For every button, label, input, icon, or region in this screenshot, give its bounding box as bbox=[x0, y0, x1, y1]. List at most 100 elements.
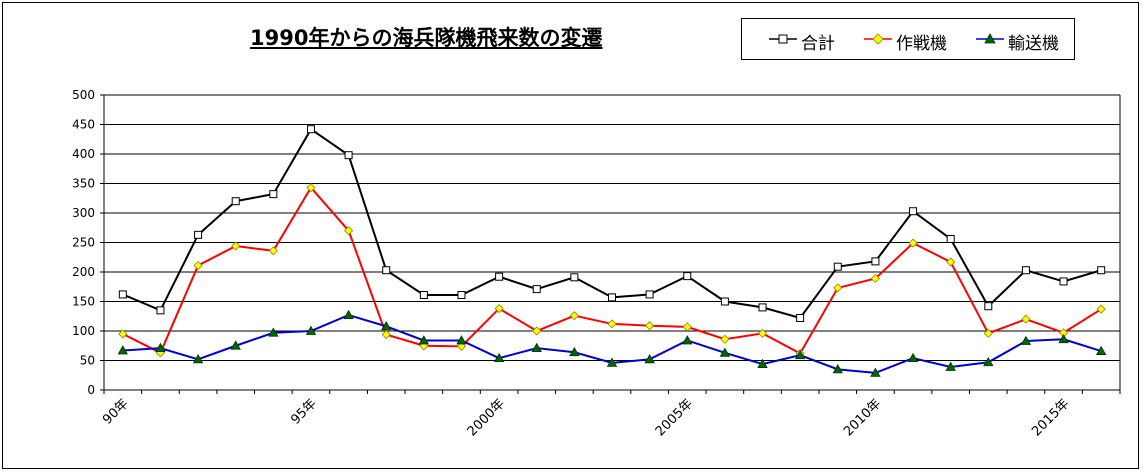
y-tick-label: 300 bbox=[72, 206, 95, 220]
data-point-total bbox=[382, 266, 391, 275]
data-point-total bbox=[909, 207, 918, 216]
data-point-total bbox=[306, 125, 315, 134]
y-tick-label: 200 bbox=[72, 265, 95, 279]
data-point-transport bbox=[606, 357, 618, 367]
data-point-total bbox=[683, 272, 692, 281]
data-point-transport bbox=[719, 347, 731, 357]
data-point-combat bbox=[682, 322, 692, 332]
data-point-total bbox=[758, 303, 767, 312]
data-point-transport bbox=[907, 352, 919, 363]
data-point-total bbox=[1097, 266, 1106, 275]
data-point-transport bbox=[531, 342, 542, 353]
y-tick-label: 350 bbox=[72, 177, 95, 191]
data-point-transport bbox=[268, 327, 279, 337]
data-point-transport bbox=[1020, 335, 1032, 345]
data-point-transport bbox=[794, 349, 806, 360]
data-point-combat bbox=[306, 183, 316, 193]
data-point-transport bbox=[456, 335, 467, 345]
data-point-transport bbox=[117, 345, 128, 355]
data-point-combat bbox=[494, 304, 504, 314]
y-tick-label: 150 bbox=[72, 295, 95, 309]
data-point-total bbox=[1021, 266, 1030, 275]
y-tick-label: 500 bbox=[72, 88, 95, 102]
data-point-total bbox=[720, 297, 729, 306]
x-tick-label: 2015年 bbox=[1029, 396, 1072, 439]
data-point-transport bbox=[569, 346, 580, 357]
data-point-total bbox=[608, 293, 616, 302]
data-point-combat bbox=[569, 311, 579, 321]
data-point-total bbox=[946, 234, 955, 243]
data-point-total bbox=[231, 197, 240, 206]
data-point-total bbox=[156, 306, 165, 315]
data-point-total bbox=[570, 273, 579, 282]
data-point-transport bbox=[945, 361, 956, 371]
data-point-total bbox=[796, 314, 805, 323]
y-tick-label: 400 bbox=[72, 147, 95, 161]
data-point-transport bbox=[644, 354, 655, 364]
data-point-transport bbox=[305, 325, 317, 335]
series-line-total bbox=[122, 127, 1102, 320]
data-point-transport bbox=[230, 340, 241, 350]
x-tick-label: 95年 bbox=[288, 396, 319, 427]
data-point-total bbox=[194, 230, 203, 239]
legend-label-combat: 作戦機 bbox=[896, 34, 947, 54]
legend-marker-total bbox=[769, 34, 797, 44]
data-point-transport bbox=[155, 342, 166, 353]
data-point-combat bbox=[268, 246, 278, 256]
x-tick-label: 90年 bbox=[100, 396, 131, 427]
data-point-total bbox=[984, 302, 993, 311]
data-point-total bbox=[833, 262, 842, 271]
x-tick-label: 2000年 bbox=[465, 396, 508, 439]
data-point-combat bbox=[118, 329, 128, 339]
data-point-total bbox=[532, 285, 541, 294]
data-point-combat bbox=[645, 321, 655, 331]
y-tick-label: 50 bbox=[80, 354, 95, 368]
data-point-total bbox=[495, 272, 504, 281]
data-point-combat bbox=[983, 328, 993, 338]
data-point-combat bbox=[381, 329, 391, 340]
data-point-combat bbox=[532, 326, 542, 336]
data-point-total bbox=[118, 290, 127, 299]
data-point-combat bbox=[720, 334, 730, 344]
data-point-total bbox=[269, 190, 278, 199]
data-point-combat bbox=[833, 283, 843, 293]
data-point-total bbox=[457, 291, 466, 300]
x-tick-label: 2010年 bbox=[841, 396, 884, 439]
data-point-transport bbox=[983, 356, 994, 367]
data-point-transport bbox=[343, 309, 354, 319]
y-tick-label: 450 bbox=[72, 118, 95, 132]
legend-marker-transport bbox=[976, 33, 1004, 44]
data-point-combat bbox=[231, 241, 241, 251]
data-point-combat bbox=[344, 226, 354, 236]
data-point-transport bbox=[832, 364, 843, 374]
data-point-transport bbox=[418, 335, 430, 345]
y-tick-label: 0 bbox=[87, 383, 95, 397]
data-point-transport bbox=[493, 352, 505, 363]
data-point-total bbox=[1059, 277, 1068, 286]
data-point-combat bbox=[946, 257, 956, 267]
data-point-transport bbox=[870, 367, 881, 377]
data-point-transport bbox=[381, 320, 392, 331]
data-point-transport bbox=[682, 335, 693, 345]
data-point-total bbox=[645, 290, 654, 299]
data-point-total bbox=[419, 291, 428, 300]
data-point-combat bbox=[1021, 314, 1031, 324]
data-point-combat bbox=[908, 238, 918, 248]
data-point-combat bbox=[193, 260, 203, 271]
data-point-total bbox=[871, 257, 880, 266]
data-point-transport bbox=[1058, 333, 1069, 344]
legend-marker-combat bbox=[864, 33, 892, 45]
data-point-total bbox=[344, 151, 353, 160]
data-point-combat bbox=[1096, 304, 1106, 314]
data-point-transport bbox=[1096, 345, 1107, 355]
data-point-combat bbox=[757, 328, 768, 338]
data-point-combat bbox=[607, 319, 617, 329]
legend: 合計 作戦機 輸送機 bbox=[741, 18, 1075, 60]
legend-label-transport: 輸送機 bbox=[1008, 34, 1059, 54]
x-tick-label: 2005年 bbox=[653, 396, 696, 439]
data-point-combat bbox=[870, 273, 880, 284]
data-point-transport bbox=[757, 358, 768, 368]
y-tick-label: 100 bbox=[72, 324, 95, 338]
chart-title: 1990年からの海兵隊機飛来数の変遷 bbox=[250, 26, 603, 50]
